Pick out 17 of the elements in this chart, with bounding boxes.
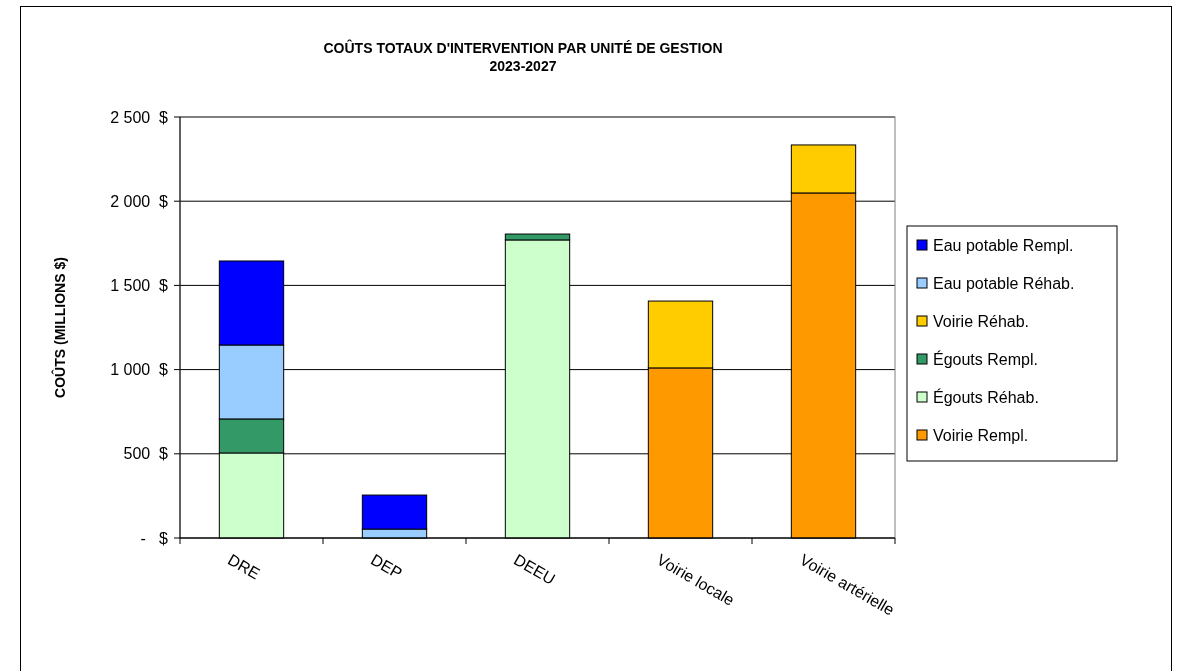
legend-label: Voirie Rempl. — [933, 426, 1029, 444]
legend-label: Eau potable Réhab. — [933, 274, 1075, 292]
y-tick-label: 2 000 $ — [110, 192, 169, 210]
y-tick-label: 500 $ — [123, 445, 169, 463]
legend-label: Eau potable Rempl. — [933, 236, 1074, 254]
legend-label: Voirie Réhab. — [933, 312, 1030, 330]
legend-label: Égouts Rempl. — [933, 349, 1038, 368]
chart-title: COÛTS TOTAUX D'INTERVENTION PAR UNITÉ DE GESTION — [323, 39, 723, 56]
y-tick-label: 2 500 $ — [110, 108, 169, 126]
y-tick-label: 1 500 $ — [110, 277, 169, 294]
chart-subtitle: 2023-2027 — [489, 58, 557, 74]
y-tick-label: 1 000 $ — [110, 361, 169, 379]
y-axis-title: COÛTS (MILLIONS $) — [51, 257, 68, 398]
x-tick-label: DEP — [368, 550, 405, 583]
y-tick-label: - $ — [140, 529, 169, 547]
x-tick-label: DRE — [225, 550, 263, 583]
legend-label: Égouts Réhab. — [933, 387, 1039, 406]
